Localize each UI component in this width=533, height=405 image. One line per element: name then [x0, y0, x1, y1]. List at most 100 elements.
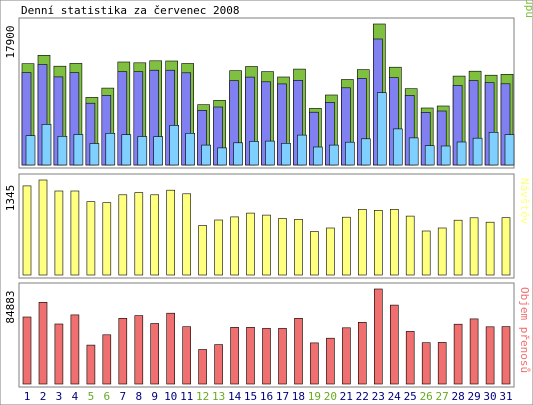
bar-kbytes-day-14 — [230, 326, 239, 385]
bar-stránek-day-11 — [185, 133, 195, 166]
bar-visits-day-28 — [453, 219, 463, 276]
bar-visits-day-12 — [198, 225, 207, 276]
bar-stránek-day-13 — [217, 147, 227, 166]
bar-stránek-day-2 — [41, 124, 52, 166]
x-label-day-1: 1 — [24, 390, 31, 403]
bar-visits-day-31 — [501, 217, 511, 276]
bar-visits-day-26 — [421, 230, 431, 276]
x-label-day-22: 22 — [356, 390, 369, 403]
bar-visits-day-22 — [357, 209, 367, 276]
x-label-day-16: 16 — [260, 390, 273, 403]
bar-kbytes-day-15 — [246, 326, 255, 385]
bar-stránek-day-20 — [329, 144, 339, 166]
bar-kbytes-day-2 — [38, 301, 48, 385]
bar-visits-day-2 — [38, 179, 48, 276]
bar-stránek-day-15 — [249, 141, 259, 166]
bar-kbytes-day-31 — [501, 326, 511, 385]
bar-stránek-day-28 — [456, 141, 467, 166]
bar-stránek-day-8 — [137, 136, 148, 166]
x-label-day-13: 13 — [212, 390, 225, 403]
x-label-day-9: 9 — [151, 390, 158, 403]
bar-kbytes-day-9 — [150, 323, 159, 385]
bar-kbytes-day-1 — [22, 316, 32, 385]
bar-visits-day-7 — [118, 194, 128, 276]
x-label-day-29: 29 — [467, 390, 480, 403]
x-label-day-27: 27 — [435, 390, 448, 403]
x-label-day-19: 19 — [308, 390, 321, 403]
bar-kbytes-day-22 — [357, 321, 367, 385]
bar-kbytes-day-23 — [373, 288, 383, 385]
x-label-day-5: 5 — [88, 390, 95, 403]
x-label-day-7: 7 — [119, 390, 126, 403]
bar-stránek-day-31 — [504, 134, 515, 166]
bar-kbytes-day-5 — [86, 344, 96, 385]
panel-1: 17900 Stránek/Souborů/Přístupů — [4, 0, 533, 169]
bar-kbytes-day-8 — [134, 315, 144, 385]
x-label-day-20: 20 — [324, 390, 337, 403]
bar-kbytes-day-19 — [310, 342, 319, 385]
x-label-day-14: 14 — [228, 390, 242, 403]
bar-visits-day-17 — [278, 218, 287, 276]
bar-stránek-day-14 — [233, 142, 243, 166]
bar-kbytes-day-24 — [389, 304, 399, 385]
bar-kbytes-day-28 — [453, 323, 463, 385]
bar-visits-day-25 — [405, 215, 415, 276]
x-label-day-23: 23 — [372, 390, 385, 403]
x-axis-labels: 1 2 3 4 5 6 7 8 9 10 11 12 13 14 15 16 17 18 19 20 21 22 23 24 2… — [24, 390, 513, 403]
y-max-label: 1345 — [4, 185, 17, 212]
x-label-day-12: 12 — [196, 390, 209, 403]
bar-stránek-day-24 — [392, 128, 403, 166]
bar-stránek-day-1 — [25, 135, 36, 166]
bar-stránek-day-3 — [57, 136, 68, 166]
bar-visits-day-20 — [326, 227, 335, 276]
bar-kbytes-day-13 — [214, 344, 223, 385]
x-label-day-28: 28 — [451, 390, 464, 403]
bar-kbytes-day-25 — [405, 331, 415, 385]
bar-stránek-day-10 — [169, 125, 179, 166]
x-label-day-24: 24 — [388, 390, 402, 403]
bar-visits-day-9 — [150, 194, 159, 276]
bar-kbytes-day-7 — [118, 317, 128, 385]
bar-visits-day-27 — [437, 227, 447, 276]
bar-visits-day-29 — [469, 217, 479, 276]
y-max-label: 17900 — [4, 25, 17, 58]
x-label-day-3: 3 — [56, 390, 63, 403]
bar-kbytes-day-27 — [437, 342, 447, 385]
x-label-day-10: 10 — [164, 390, 177, 403]
bar-visits-day-1 — [22, 185, 32, 276]
bar-visits-day-5 — [86, 201, 96, 276]
panel-3: 84883 Objem přenosů — [4, 282, 531, 388]
x-label-day-8: 8 — [135, 390, 142, 403]
bar-stránek-day-18 — [297, 134, 307, 166]
x-label-day-30: 30 — [483, 390, 496, 403]
bar-stránek-day-16 — [265, 140, 275, 166]
bar-stránek-day-22 — [360, 138, 371, 166]
bar-stránek-day-4 — [73, 134, 84, 166]
bar-kbytes-day-21 — [342, 327, 351, 385]
chart-panels: 17900 Stránek/Souborů/Přístupů 1345 Návštěv… — [4, 0, 533, 388]
bar-kbytes-day-17 — [278, 328, 287, 385]
bar-visits-day-15 — [246, 212, 255, 276]
x-label-day-4: 4 — [72, 390, 79, 403]
bar-stránek-day-6 — [105, 133, 116, 166]
x-label-day-31: 31 — [499, 390, 512, 403]
x-label-day-18: 18 — [292, 390, 305, 403]
bar-kbytes-day-20 — [326, 337, 335, 385]
x-label-day-11: 11 — [180, 390, 193, 403]
legend-visits: Návštěv — [518, 178, 531, 225]
panel-2: 1345 Návštěv — [4, 173, 531, 279]
bar-kbytes-day-6 — [102, 334, 112, 385]
x-label-day-25: 25 — [404, 390, 417, 403]
x-label-day-6: 6 — [103, 390, 110, 403]
x-label-day-26: 26 — [420, 390, 433, 403]
bar-visits-day-14 — [230, 216, 239, 276]
bar-visits-day-21 — [342, 216, 351, 276]
bar-kbytes-day-11 — [182, 326, 191, 385]
bar-stránek-day-9 — [153, 136, 163, 166]
bar-visits-day-30 — [485, 221, 495, 276]
bar-stránek-day-29 — [472, 137, 483, 166]
bar-stránek-day-30 — [488, 132, 499, 166]
bar-kbytes-day-3 — [54, 323, 64, 385]
bar-kbytes-day-4 — [70, 314, 80, 385]
bar-kbytes-day-26 — [421, 342, 431, 385]
